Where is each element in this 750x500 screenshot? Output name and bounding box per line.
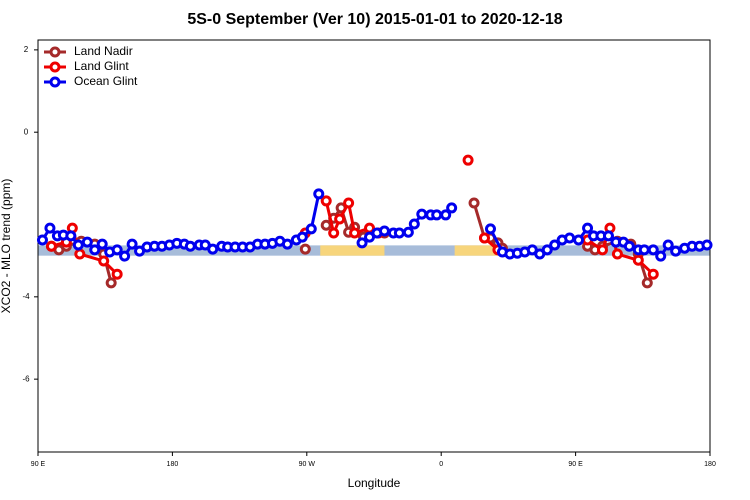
data-point	[320, 219, 332, 231]
data-point	[431, 209, 443, 221]
data-point	[313, 188, 325, 200]
data-point	[65, 230, 77, 242]
data-point	[349, 227, 361, 239]
data-point	[408, 218, 420, 230]
x-tick-label: 90 W	[299, 461, 316, 468]
data-point	[105, 277, 117, 289]
x-tick-label: 180	[704, 461, 716, 468]
data-point	[582, 222, 594, 234]
legend-label: Land Nadir	[74, 44, 133, 58]
x-tick-label: 90 E	[31, 461, 46, 468]
data-point	[98, 255, 110, 267]
data-point	[119, 250, 131, 262]
data-point	[638, 244, 650, 256]
data-point	[299, 243, 311, 255]
y-tick-label: -4	[22, 292, 30, 301]
data-point	[446, 202, 458, 214]
data-point	[328, 227, 340, 239]
data-point	[701, 239, 713, 251]
x-axis-label: Longitude	[348, 476, 401, 490]
data-point	[602, 230, 614, 242]
data-point	[207, 243, 219, 255]
data-point	[647, 244, 659, 256]
data-point	[549, 239, 561, 251]
legend-marker	[49, 76, 61, 88]
data-point	[89, 244, 101, 256]
data-point	[378, 225, 390, 237]
data-point	[655, 250, 667, 262]
data-point	[402, 226, 414, 238]
data-point	[281, 238, 293, 250]
data-point	[111, 268, 123, 280]
data-point	[647, 268, 659, 280]
region-band	[320, 245, 385, 256]
data-point	[81, 236, 93, 248]
data-point	[484, 223, 496, 235]
data-point	[334, 213, 346, 225]
data-point	[356, 237, 368, 249]
legend-marker	[49, 46, 61, 58]
data-point	[596, 244, 608, 256]
data-point	[96, 238, 108, 250]
data-point	[662, 239, 674, 251]
data-point	[564, 232, 576, 244]
data-point	[462, 154, 474, 166]
data-point	[623, 240, 635, 252]
data-point	[72, 239, 84, 251]
data-point	[611, 248, 623, 260]
data-point	[111, 244, 123, 256]
legend-marker	[49, 61, 61, 73]
y-tick-label: 0	[24, 127, 29, 136]
region-band	[454, 245, 500, 256]
data-point	[126, 238, 138, 250]
data-point	[320, 195, 332, 207]
data-point	[296, 231, 308, 243]
y-axis-label: XCO2 - MLO trend (ppm)	[0, 179, 13, 314]
data-point	[184, 240, 196, 252]
data-point	[632, 254, 644, 266]
data-point	[479, 232, 491, 244]
data-point	[468, 197, 480, 209]
y-tick-label: 2	[24, 45, 29, 54]
data-point	[74, 248, 86, 260]
data-point	[393, 227, 405, 239]
x-tick-label: 0	[439, 461, 443, 468]
data-point	[36, 234, 48, 246]
data-point	[45, 240, 57, 252]
data-point	[541, 244, 553, 256]
x-tick-label: 90 E	[568, 461, 583, 468]
data-point	[641, 277, 653, 289]
legend-label: Land Glint	[74, 59, 129, 73]
x-tick-label: 180	[167, 461, 179, 468]
data-point	[670, 245, 682, 257]
data-point	[44, 222, 56, 234]
legend-label: Ocean Glint	[74, 74, 138, 88]
y-tick-label: -6	[22, 374, 30, 383]
data-point	[573, 234, 585, 246]
data-point	[440, 209, 452, 221]
data-point	[305, 223, 317, 235]
chart-title: 5S-0 September (Ver 10) 2015-01-01 to 20…	[187, 11, 562, 28]
data-point	[416, 208, 428, 220]
data-point	[343, 197, 355, 209]
